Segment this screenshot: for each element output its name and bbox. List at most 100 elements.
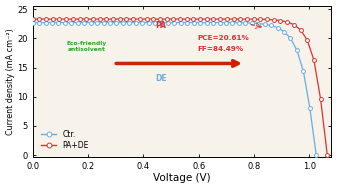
Ctr. (159, 21, 163, 24)
Ctr. (134, 21, 138, 24)
PA+DE (118, 18, 122, 20)
Ctr. (288, 37, 293, 40)
Ctr. (256, 22, 260, 25)
PA+DE (238, 18, 242, 20)
Line: Ctr.: Ctr. (31, 21, 318, 157)
PA+DE (131, 18, 135, 20)
Ctr. (276, 26, 280, 29)
Legend: Ctr., PA+DE: Ctr., PA+DE (39, 129, 90, 151)
Ctr. (224, 22, 228, 24)
Ctr. (250, 22, 254, 24)
PA+DE (198, 18, 202, 20)
PA+DE (191, 18, 195, 20)
PA+DE (245, 18, 249, 20)
Ctr. (192, 21, 196, 24)
Ctr. (237, 22, 241, 24)
Ctr. (308, 107, 312, 109)
Ctr. (282, 30, 286, 33)
Text: PCE=20.61%: PCE=20.61% (197, 35, 249, 40)
PA+DE (171, 18, 175, 20)
Ctr. (37, 21, 41, 24)
Ctr. (269, 24, 273, 27)
PA+DE (37, 18, 41, 20)
Ctr. (57, 21, 61, 24)
Ctr. (243, 22, 247, 24)
PA+DE (124, 18, 128, 20)
PA+DE (252, 18, 256, 20)
Ctr. (173, 21, 177, 24)
PA+DE (145, 18, 149, 20)
PA+DE (111, 18, 115, 20)
Ctr. (198, 21, 202, 24)
PA+DE (305, 39, 309, 41)
PA+DE (225, 18, 229, 20)
PA+DE (84, 18, 88, 20)
Line: PA+DE: PA+DE (31, 17, 329, 157)
PA+DE (64, 18, 68, 20)
PA+DE (265, 18, 269, 21)
PA+DE (104, 18, 109, 20)
PA+DE (98, 18, 102, 20)
Text: DE: DE (155, 74, 167, 83)
Ctr. (185, 21, 189, 24)
PA+DE (278, 19, 282, 22)
PA+DE (164, 18, 168, 20)
PA+DE (138, 18, 142, 20)
Ctr. (108, 21, 112, 24)
Ctr. (147, 21, 151, 24)
Ctr. (31, 21, 35, 24)
Ctr. (211, 22, 215, 24)
PA+DE (218, 18, 222, 20)
Ctr. (50, 21, 54, 24)
PA+DE (312, 59, 316, 61)
PA+DE (318, 98, 323, 100)
Ctr. (301, 70, 305, 72)
Ctr. (153, 21, 157, 24)
PA+DE (178, 18, 182, 20)
PA+DE (232, 18, 236, 20)
Ctr. (140, 21, 144, 24)
PA+DE (151, 18, 155, 20)
Ctr. (179, 21, 183, 24)
Ctr. (82, 21, 86, 24)
X-axis label: Voltage (V): Voltage (V) (153, 174, 211, 184)
Ctr. (166, 21, 170, 24)
Ctr. (43, 21, 48, 24)
Ctr. (314, 154, 318, 156)
Ctr. (218, 22, 222, 24)
PA+DE (44, 18, 48, 20)
Text: FF=84.49%: FF=84.49% (197, 46, 243, 52)
PA+DE (185, 18, 189, 20)
Ctr. (63, 21, 67, 24)
Y-axis label: Current density (mA cm⁻²): Current density (mA cm⁻²) (5, 28, 14, 135)
Ctr. (115, 21, 119, 24)
PA+DE (272, 19, 276, 21)
Ctr. (101, 21, 105, 24)
Text: PA: PA (156, 21, 166, 30)
PA+DE (325, 154, 329, 156)
Ctr. (127, 21, 131, 24)
Text: Eco-friendly
antisolvent: Eco-friendly antisolvent (66, 41, 106, 53)
PA+DE (78, 18, 82, 20)
PA+DE (285, 21, 289, 23)
PA+DE (51, 18, 55, 20)
Ctr. (89, 21, 93, 24)
Ctr. (263, 23, 267, 25)
Ctr. (295, 49, 299, 51)
PA+DE (205, 18, 209, 20)
Ctr. (95, 21, 99, 24)
PA+DE (91, 18, 95, 20)
PA+DE (258, 18, 263, 20)
PA+DE (31, 18, 35, 20)
PA+DE (71, 18, 75, 20)
PA+DE (57, 18, 61, 20)
Ctr. (76, 21, 80, 24)
PA+DE (299, 29, 303, 31)
Ctr. (121, 21, 125, 24)
Ctr. (69, 21, 73, 24)
PA+DE (158, 18, 162, 20)
PA+DE (211, 18, 215, 20)
Ctr. (231, 22, 235, 24)
Ctr. (205, 22, 209, 24)
PA+DE (292, 23, 296, 26)
